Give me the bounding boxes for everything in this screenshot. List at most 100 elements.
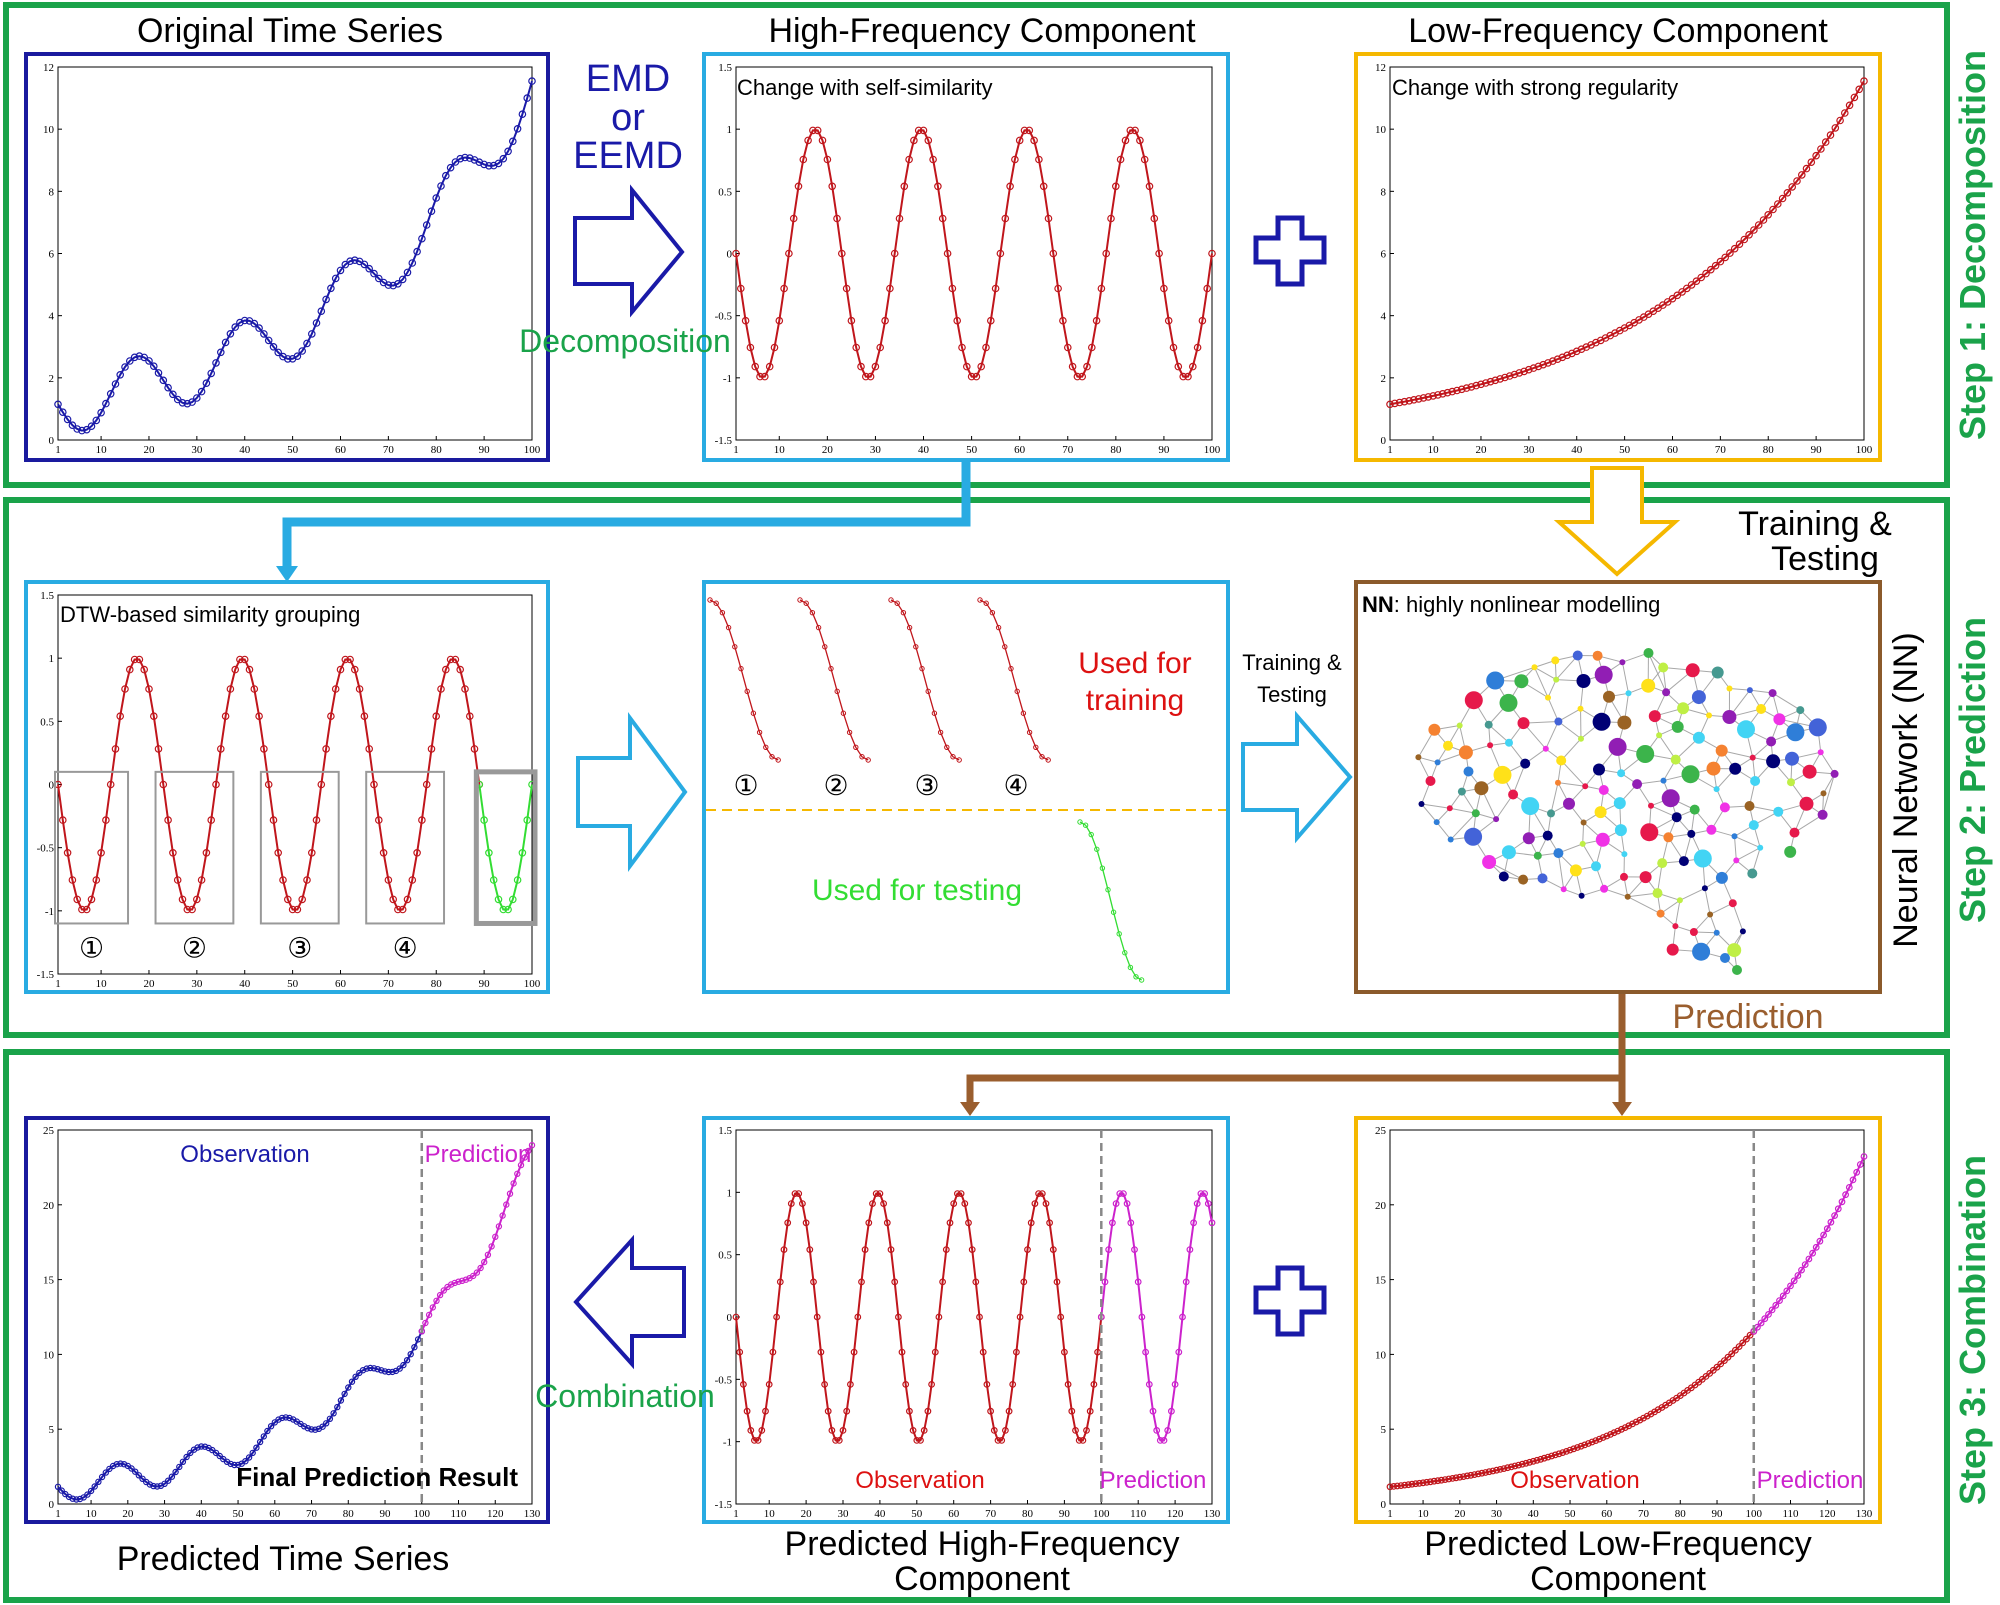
- brain-node: [1784, 845, 1797, 858]
- training-segment-point: [1008, 665, 1014, 672]
- frame-predicted-series: [24, 1116, 550, 1524]
- pred-series-prediction-point: [433, 1297, 440, 1305]
- original-point: [154, 369, 163, 377]
- high-point: [1140, 155, 1149, 164]
- original-point: [250, 319, 259, 328]
- brain-node: [1600, 884, 1609, 893]
- brain-node: [1619, 659, 1626, 666]
- pred-high-observation-point: [961, 1200, 969, 1207]
- dtw-train-point: [116, 712, 125, 721]
- original-point: [97, 408, 105, 417]
- dtw-train-point: [394, 905, 402, 914]
- pred-series-observation-point: [95, 1478, 102, 1486]
- dtw-train-point: [240, 655, 249, 664]
- brain-edge: [1621, 662, 1629, 694]
- pred-series-observation-point: [113, 1460, 121, 1468]
- high-point: [1121, 136, 1130, 145]
- dtw-train-point: [169, 848, 177, 857]
- pred-low-observation-point: [1504, 1464, 1511, 1472]
- high-point: [1179, 372, 1188, 381]
- low-point: [1424, 393, 1433, 401]
- dtw-train-point: [307, 848, 316, 857]
- pred-series-prediction-point: [451, 1279, 458, 1287]
- low-point: [1410, 395, 1418, 404]
- pred-low-observation-point: [1544, 1453, 1552, 1461]
- brain-node: [1621, 851, 1628, 858]
- x-tick-label: 90: [1059, 1508, 1071, 1520]
- low-point: [1726, 249, 1734, 257]
- frame-low: [1354, 52, 1882, 462]
- brain-node: [1666, 943, 1679, 956]
- original-point: [322, 295, 330, 304]
- dtw-train-point: [197, 876, 206, 884]
- pred-series-observation-point: [407, 1350, 414, 1358]
- brain-node: [1773, 713, 1786, 726]
- brain-node: [1671, 812, 1682, 823]
- pred-high-observation-point: [740, 1380, 747, 1388]
- pred-high-observation-point: [968, 1246, 976, 1253]
- dtw-train-point: [207, 816, 216, 824]
- pred-low-prediction-line: [1753, 1156, 1865, 1332]
- pred-series-prediction-point: [473, 1269, 481, 1276]
- frame-groups: [702, 580, 1230, 994]
- original-point: [432, 194, 441, 202]
- original-point: [307, 330, 316, 338]
- x-tick-label: 60: [335, 978, 347, 990]
- training-segment-point: [995, 624, 1002, 631]
- training-segment-point: [750, 710, 757, 716]
- brain-node: [1593, 763, 1605, 776]
- training-segment-point: [1045, 757, 1051, 763]
- dtw-test-point: [480, 816, 488, 824]
- dtw-test-line: [478, 784, 533, 911]
- y-tick-label: 0.5: [718, 186, 732, 198]
- high-point: [866, 372, 875, 381]
- pred-low-observation-point: [1603, 1432, 1611, 1440]
- dtw-train-point: [92, 876, 101, 884]
- high-point: [741, 316, 750, 325]
- pred-low-prediction-point: [1831, 1212, 1838, 1219]
- original-point: [413, 247, 421, 256]
- high-point: [804, 136, 812, 145]
- brain-node: [1484, 720, 1493, 729]
- high-point: [982, 343, 990, 352]
- pred-low-observation-point: [1485, 1468, 1493, 1476]
- x-tick-label: 50: [1565, 1508, 1577, 1520]
- testing-segment-point: [1082, 822, 1089, 828]
- pred-low-prediction-point: [1823, 1225, 1831, 1233]
- x-tick-label: 120: [1167, 1508, 1184, 1520]
- y-tick-label: 5: [49, 1424, 55, 1436]
- annotation-nn: NN: highly nonlinear modelling: [1362, 592, 1660, 617]
- high-point: [1164, 316, 1173, 325]
- pred-low-observation-point: [1507, 1463, 1515, 1471]
- brain-node: [1802, 764, 1817, 779]
- high-point: [924, 136, 933, 145]
- brain-edge: [1563, 888, 1582, 897]
- original-point: [269, 342, 278, 351]
- high-point: [948, 284, 957, 293]
- pred-low-observation-point: [1746, 1331, 1754, 1339]
- original-point: [398, 275, 407, 284]
- high-point: [1116, 155, 1125, 164]
- brain-node: [1425, 776, 1436, 786]
- pred-low-observation-point: [1717, 1360, 1725, 1368]
- dtw-train-point: [418, 816, 426, 824]
- dtw-train-point: [78, 905, 86, 914]
- pred-high-prediction-point: [1127, 1219, 1135, 1227]
- pred-high-prediction-point: [1138, 1313, 1146, 1321]
- pred-low-observation-point: [1390, 1482, 1398, 1490]
- dtw-train-point: [379, 848, 388, 857]
- pred-high-observation-label: Observation: [855, 1467, 984, 1494]
- training-segment-point: [853, 744, 859, 751]
- low-point: [1539, 360, 1548, 369]
- brain-node: [1713, 929, 1720, 936]
- training-segment-point: [950, 754, 956, 760]
- dtw-train-point: [461, 685, 469, 693]
- dtw-train-point: [451, 655, 460, 664]
- low-point: [1721, 253, 1730, 262]
- pred-low-prediction-point: [1794, 1272, 1802, 1279]
- pred-low-observation-point: [1437, 1476, 1445, 1484]
- group-number: ③: [914, 769, 939, 802]
- pred-high-observation-point: [902, 1380, 910, 1388]
- original-point: [518, 110, 527, 119]
- dtw-train-point: [350, 665, 359, 674]
